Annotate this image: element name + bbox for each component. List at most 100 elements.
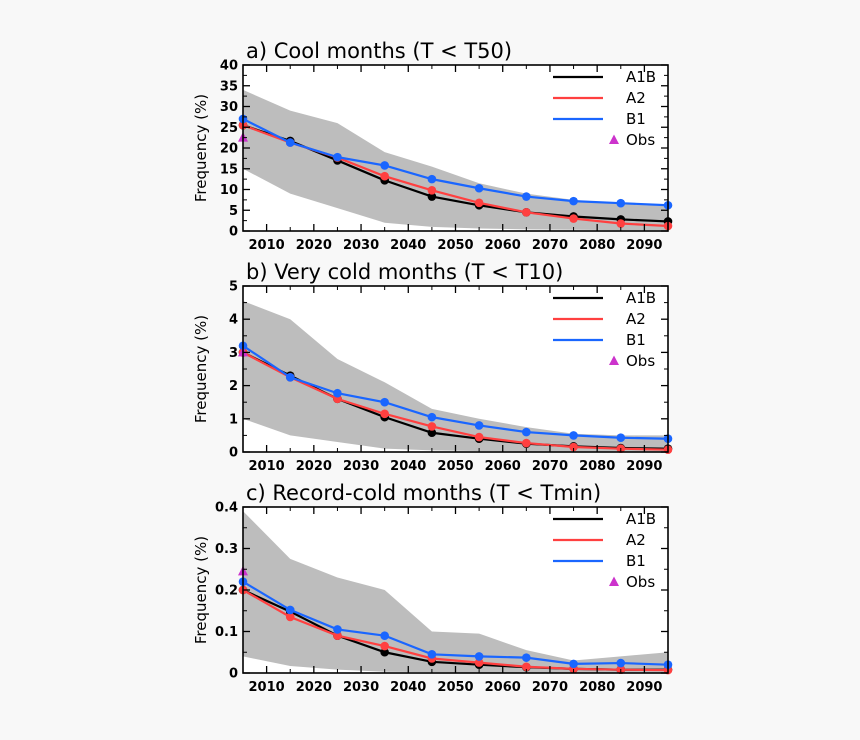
legend: A1B A2 B1 Obs: [553, 289, 656, 370]
point-a2: [569, 442, 578, 452]
point-b1: [569, 196, 578, 206]
spread-band: [243, 511, 668, 673]
legend-label: A1B: [626, 289, 656, 307]
x-tick-label: 2060: [485, 459, 521, 474]
point-b1: [380, 631, 389, 640]
x-tick-label: 2080: [579, 459, 615, 474]
x-tick-label: 2090: [626, 680, 662, 695]
legend: A1B A2 B1 Obs: [553, 68, 656, 149]
chart-title: c) Record-cold months (T < Tmin): [246, 481, 601, 505]
y-tick-label: 0.2: [215, 584, 238, 599]
legend-label: A1B: [626, 68, 656, 86]
y-tick-label: 5: [229, 280, 238, 295]
point-b1: [522, 653, 531, 662]
series-line-b1: [242, 580, 669, 666]
legend-label: Obs: [626, 573, 655, 591]
panel-c: 0 0.1 0.2 0.3 0.4 2010 2020 2030 2040 2050 2060 207…: [192, 481, 673, 695]
x-tick-label: 2030: [343, 459, 379, 474]
point-a2: [285, 612, 295, 622]
point-a2: [427, 186, 437, 195]
legend-label: B1: [626, 331, 646, 349]
x-tick-label: 2090: [626, 238, 662, 253]
legend-label: A2: [626, 531, 646, 549]
legend-label: B1: [626, 552, 646, 570]
point-b1: [569, 431, 578, 440]
point-a1b: [427, 428, 437, 438]
legend-obs-marker: [609, 355, 619, 365]
panel-a: 0 5 10 15 20 25 30 35 40 2010 2020 2030 2040 2050 2060…: [192, 39, 673, 253]
y-tick-label: 2: [229, 379, 238, 394]
x-tick-label: 2070: [532, 680, 568, 695]
x-tick-label: 2080: [579, 238, 615, 253]
y-tick-label: 30: [220, 100, 238, 115]
legend-label: A2: [626, 89, 646, 107]
point-a2: [333, 631, 342, 640]
point-b1: [380, 161, 389, 170]
x-tick-label: 2040: [390, 238, 426, 253]
point-b1: [522, 427, 531, 437]
legend-label: A1B: [626, 510, 656, 528]
point-a1b: [380, 647, 389, 657]
x-tick-label: 2020: [296, 238, 332, 253]
x-tick-label: 2040: [390, 459, 426, 474]
x-tick-label: 2050: [437, 238, 473, 253]
point-b1: [616, 433, 626, 443]
series-line-b1: [242, 344, 669, 440]
point-b1: [522, 192, 531, 201]
x-tick-label: 2090: [626, 459, 662, 474]
y-axis-label: Frequency (%): [192, 94, 210, 202]
point-a2: [474, 432, 484, 442]
legend-label: A2: [626, 310, 646, 328]
point-b1: [474, 652, 484, 661]
point-b1: [333, 152, 342, 162]
chart-title: a) Cool months (T < T50): [246, 39, 512, 63]
point-b1: [333, 388, 342, 398]
y-tick-label: 4: [229, 313, 238, 328]
point-b1: [380, 397, 389, 407]
point-b1: [285, 373, 295, 382]
x-tick-label: 2050: [437, 459, 473, 474]
x-tick-label: 2060: [485, 238, 521, 253]
y-tick-label: 0.4: [215, 501, 238, 516]
point-a2: [522, 662, 531, 672]
point-b1: [427, 412, 437, 422]
point-b1: [569, 659, 578, 669]
panel-b: 0 1 2 3 4 5 2010 2020 2030 2040 2050 2060 2070 2080 20…: [192, 260, 673, 474]
x-tick-label: 2040: [390, 680, 426, 695]
point-a2: [427, 422, 437, 431]
x-tick-label: 2060: [485, 680, 521, 695]
x-tick-label: 2070: [532, 459, 568, 474]
point-b1: [616, 658, 626, 668]
point-a2: [616, 219, 626, 228]
point-b1: [333, 625, 342, 634]
y-tick-label: 1: [229, 412, 238, 427]
y-tick-label: 0.1: [215, 625, 238, 640]
y-tick-label: 15: [220, 162, 238, 177]
legend-label: B1: [626, 110, 646, 128]
point-a2: [380, 171, 389, 181]
point-b1: [427, 174, 437, 184]
y-tick-label: 35: [220, 79, 238, 94]
point-b1: [474, 183, 484, 193]
y-axis-label: Frequency (%): [192, 315, 210, 423]
point-b1: [616, 198, 626, 208]
point-a2: [522, 208, 531, 217]
point-a2: [569, 214, 578, 223]
point-b1: [474, 421, 484, 430]
point-a1b: [427, 192, 437, 201]
x-tick-label: 2030: [343, 238, 379, 253]
legend: A1B A2 B1 Obs: [553, 510, 656, 591]
x-tick-label: 2050: [437, 680, 473, 695]
y-tick-label: 0: [229, 446, 238, 461]
point-a2: [474, 658, 484, 667]
y-tick-label: 25: [220, 121, 238, 136]
chart-title: b) Very cold months (T < T10): [246, 260, 563, 284]
y-tick-label: 0: [229, 225, 238, 240]
legend-obs-marker: [609, 134, 619, 144]
point-b1: [427, 650, 437, 659]
series-line-b1: [242, 117, 669, 207]
x-tick-label: 2030: [343, 680, 379, 695]
y-tick-label: 20: [220, 142, 238, 157]
x-tick-label: 2010: [249, 680, 285, 695]
